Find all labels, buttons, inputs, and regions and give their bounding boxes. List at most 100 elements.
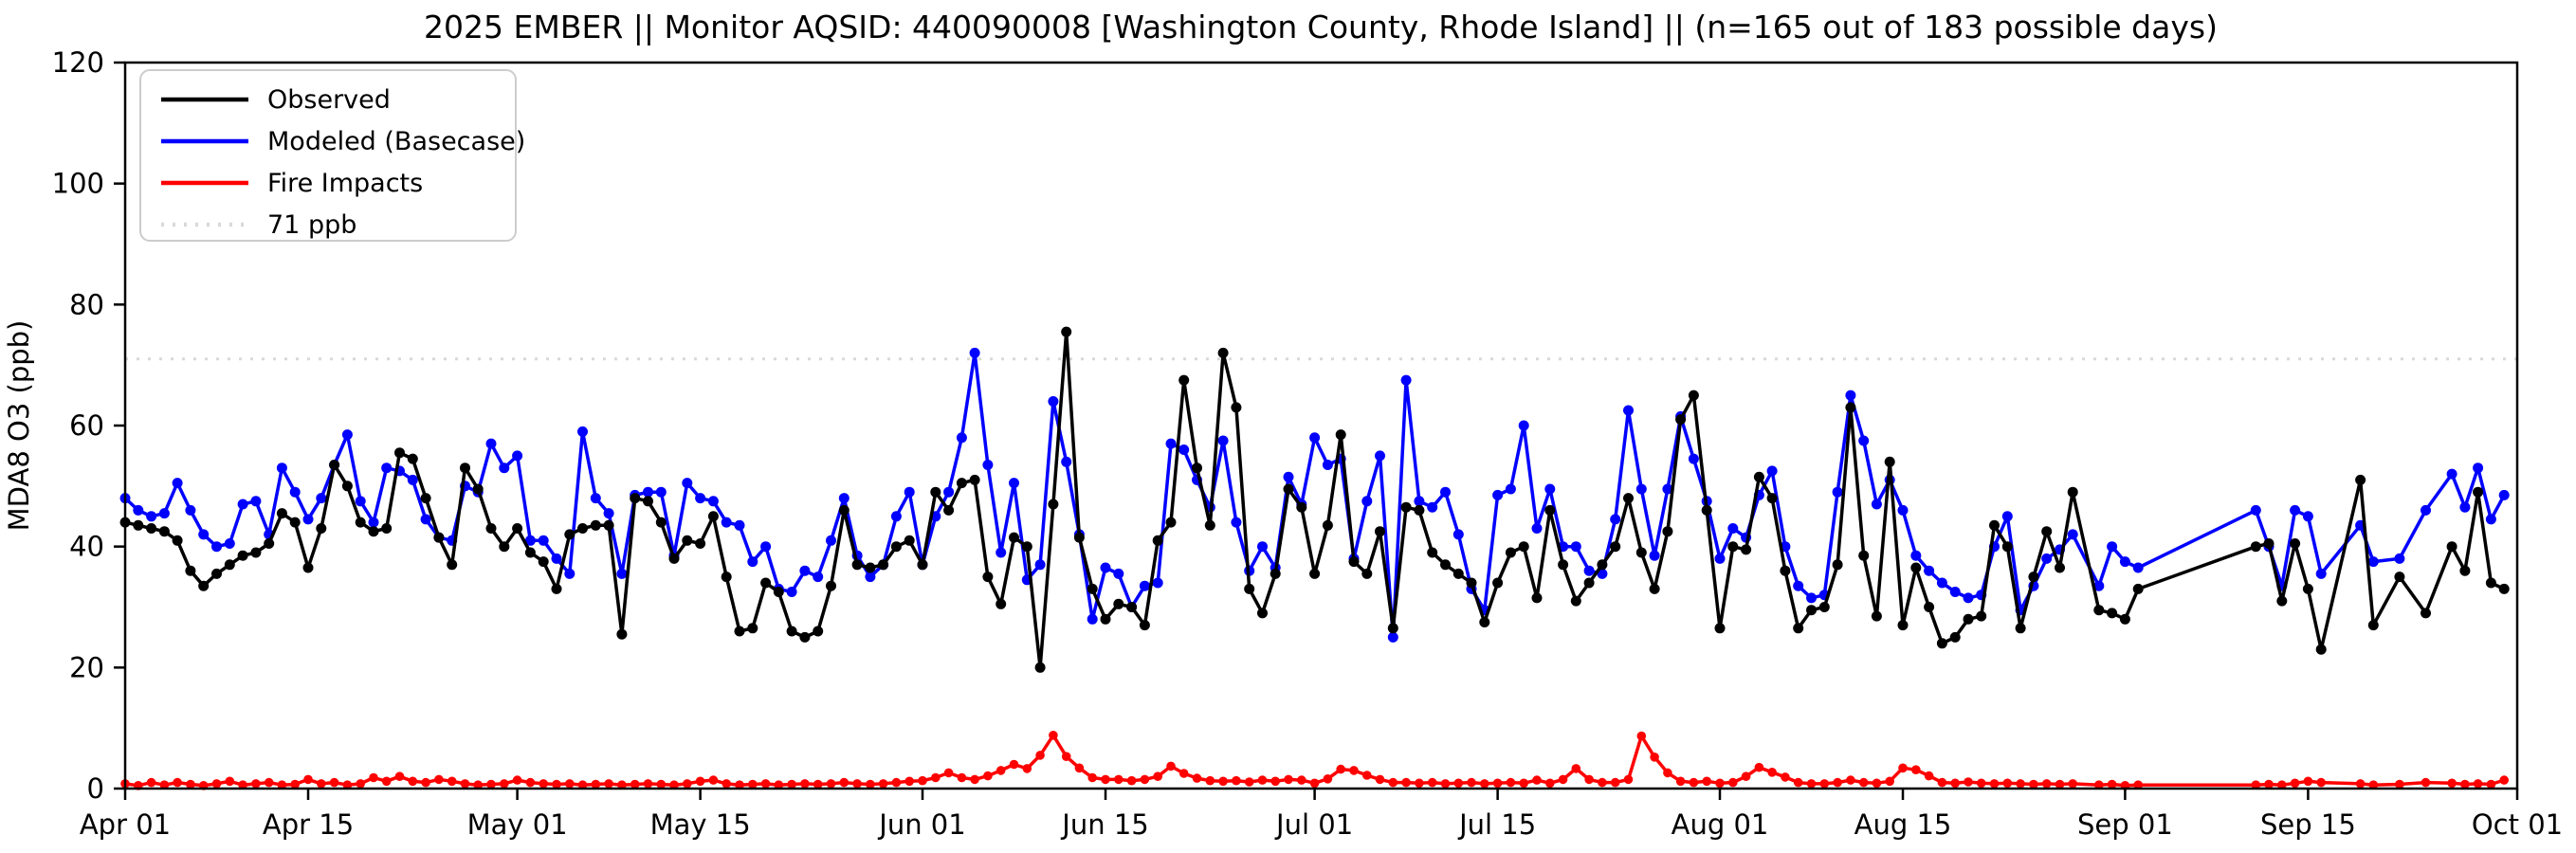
- data-point: [826, 535, 836, 546]
- data-point: [1531, 523, 1543, 534]
- data-point: [591, 779, 601, 789]
- data-point: [1544, 483, 1556, 495]
- data-point: [878, 779, 888, 789]
- data-point: [1623, 774, 1634, 785]
- data-point: [158, 526, 170, 537]
- data-point: [302, 514, 314, 525]
- data-point: [1061, 456, 1072, 467]
- y-tick-label: 80: [69, 288, 104, 320]
- data-point: [1714, 623, 1726, 634]
- data-point: [1217, 435, 1229, 446]
- data-point: [2119, 556, 2130, 568]
- data-point: [1545, 778, 1555, 789]
- data-point: [538, 556, 549, 568]
- data-point: [1034, 559, 1046, 571]
- data-point: [1989, 779, 2000, 789]
- data-point: [224, 559, 235, 571]
- data-point: [1936, 577, 1947, 589]
- data-point: [904, 776, 914, 787]
- data-point: [317, 779, 326, 789]
- data-point: [1114, 774, 1124, 785]
- data-point: [159, 780, 170, 789]
- data-point: [1649, 583, 1660, 594]
- data-point: [1818, 602, 1830, 612]
- x-tick-label: Jul 01: [1274, 808, 1353, 841]
- data-point: [2446, 541, 2457, 553]
- data-point: [1073, 532, 1085, 543]
- data-point: [1048, 499, 1059, 510]
- data-point: [1911, 765, 1921, 774]
- x-tick-label: Sep 01: [2077, 808, 2173, 841]
- data-point: [1610, 514, 1621, 525]
- legend: Observed Modeled (Basecase) Fire Impacts…: [139, 69, 525, 242]
- data-point: [524, 535, 536, 546]
- data-point: [695, 776, 705, 787]
- data-point: [2486, 779, 2496, 789]
- data-point: [774, 780, 784, 789]
- data-point: [1623, 405, 1634, 416]
- data-point: [2107, 608, 2118, 619]
- data-point: [2264, 779, 2274, 789]
- data-point: [1388, 777, 1398, 788]
- data-point: [1322, 519, 1333, 531]
- data-point: [2367, 620, 2379, 631]
- data-point: [2446, 468, 2457, 480]
- data-point: [722, 779, 731, 789]
- data-point: [1361, 568, 1373, 579]
- data-point: [577, 426, 588, 437]
- data-point: [2055, 779, 2065, 789]
- data-point: [2499, 775, 2509, 785]
- data-point: [1009, 478, 1019, 489]
- data-point: [1387, 623, 1398, 634]
- data-point: [341, 429, 353, 441]
- data-point: [565, 779, 575, 789]
- data-point: [2067, 486, 2078, 498]
- data-point: [655, 486, 667, 498]
- data-point: [1570, 541, 1581, 553]
- data-point: [1361, 496, 1373, 507]
- data-point: [1309, 778, 1320, 789]
- data-point: [2250, 541, 2261, 553]
- data-point: [800, 779, 810, 789]
- data-point: [2368, 780, 2379, 789]
- data-point: [1715, 778, 1725, 789]
- data-point: [302, 562, 314, 573]
- data-point: [2132, 562, 2144, 573]
- data-point: [1166, 761, 1176, 771]
- data-point: [1061, 326, 1072, 337]
- data-point: [1858, 435, 1870, 446]
- data-point: [1178, 374, 1190, 386]
- data-point: [499, 541, 510, 553]
- data-point: [996, 766, 1006, 775]
- data-point: [1753, 471, 1764, 482]
- data-point: [748, 779, 758, 789]
- data-point: [2093, 605, 2105, 616]
- data-point: [1375, 526, 1385, 537]
- data-point: [1754, 762, 1764, 772]
- data-point: [1505, 547, 1516, 558]
- data-point: [564, 568, 575, 579]
- data-point: [525, 777, 536, 788]
- data-point: [290, 779, 301, 789]
- data-point: [1570, 595, 1581, 607]
- data-point: [735, 780, 744, 789]
- data-point: [1139, 620, 1150, 631]
- x-tick-label: Aug 01: [1672, 808, 1769, 841]
- data-point: [250, 547, 262, 558]
- data-point: [276, 508, 287, 519]
- data-point: [838, 493, 850, 504]
- data-point: [1793, 623, 1804, 634]
- data-point: [1427, 501, 1438, 513]
- data-point: [342, 780, 353, 789]
- data-point: [1518, 541, 1529, 553]
- data-point: [1348, 556, 1360, 568]
- data-point: [1401, 777, 1411, 788]
- data-point: [486, 779, 496, 789]
- data-point: [1910, 562, 1922, 573]
- data-point: [1898, 763, 1908, 773]
- data-point: [1976, 610, 1987, 622]
- data-point: [186, 779, 195, 789]
- data-point: [1087, 772, 1097, 783]
- data-point: [695, 538, 706, 549]
